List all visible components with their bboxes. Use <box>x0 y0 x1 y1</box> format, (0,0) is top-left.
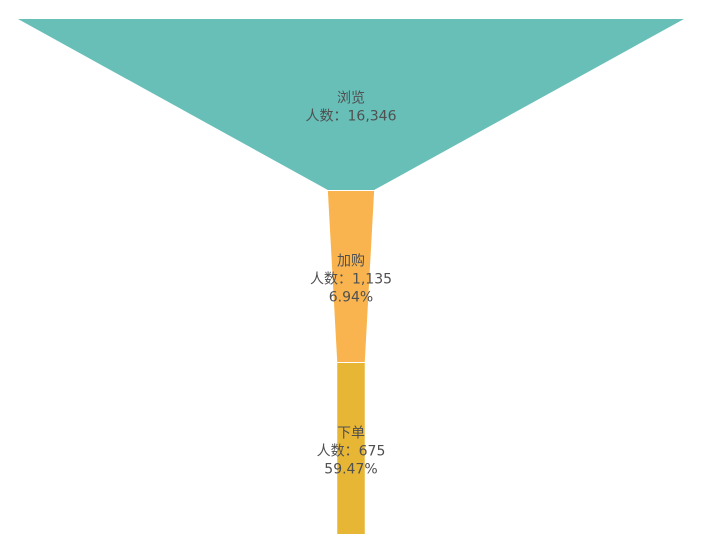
stage-conversion-label-2: 6.94% <box>329 290 373 306</box>
stage-name-label-1: 浏览 <box>337 91 365 107</box>
stage-value-label-2: 人数：1,135 <box>310 272 392 288</box>
funnel-segment-3[interactable] <box>337 363 365 534</box>
funnel-segment-1[interactable] <box>18 19 684 190</box>
stage-conversion-label-3: 59.47% <box>324 462 377 478</box>
stage-name-label-3: 下单 <box>337 426 365 442</box>
stage-value-label-1: 人数：16,346 <box>306 109 397 125</box>
funnel-segment-2[interactable] <box>327 191 375 362</box>
funnel-segments <box>18 19 684 534</box>
stage-name-label-2: 加购 <box>337 254 365 270</box>
stage-value-label-3: 人数：675 <box>317 444 386 460</box>
